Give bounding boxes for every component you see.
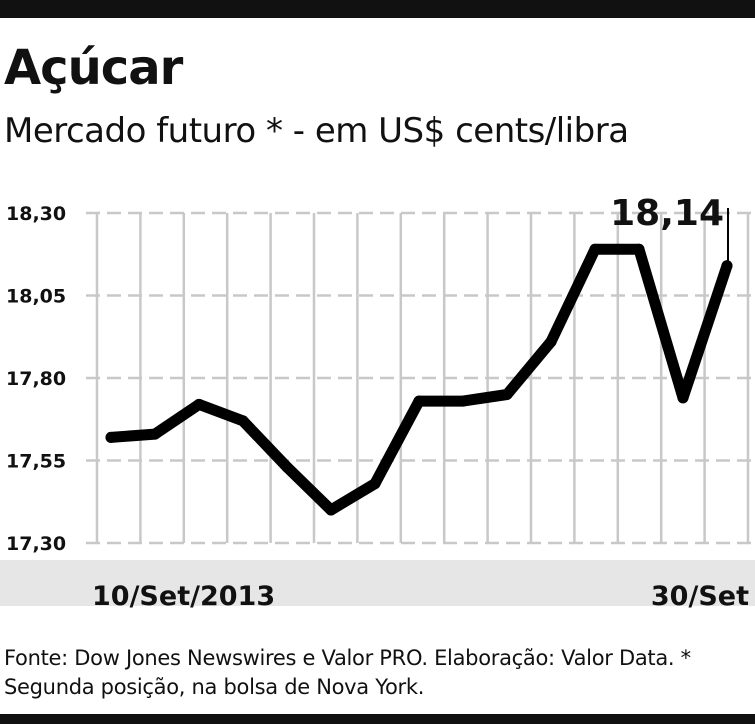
y-axis: 17,30 17,55 17,80 18,05 18,30	[6, 203, 66, 555]
line-chart: 17,30 17,55 17,80 18,05 18,30 10/Set/2013 30…	[0, 193, 755, 612]
chart-title: Açúcar	[4, 40, 183, 96]
last-value-label: 18,14	[610, 193, 724, 234]
top-rule-bar	[0, 0, 755, 18]
data-point	[721, 260, 733, 272]
x-tick-label-start: 10/Set/2013	[92, 581, 275, 612]
bottom-rule-bar	[0, 714, 755, 724]
y-tick-label: 18,30	[6, 203, 66, 225]
bottom-rule	[0, 714, 755, 724]
data-point	[105, 431, 117, 443]
data-point	[237, 415, 249, 427]
data-point	[325, 504, 337, 516]
data-point	[413, 395, 425, 407]
series-line	[105, 243, 733, 516]
data-point	[545, 336, 557, 348]
data-point	[501, 389, 513, 400]
y-tick-label: 17,30	[6, 533, 66, 555]
data-point	[193, 398, 205, 410]
plot-area	[105, 243, 733, 516]
x-tick-label-end: 30/Set	[651, 581, 749, 612]
data-point	[677, 392, 689, 404]
y-tick-label: 18,05	[6, 286, 66, 308]
data-point	[281, 461, 293, 473]
y-tick-label: 17,55	[6, 451, 66, 473]
y-tick-label: 17,80	[6, 368, 66, 390]
data-point	[589, 243, 601, 255]
x-axis-band	[0, 560, 755, 606]
grid	[86, 211, 752, 545]
data-point	[457, 395, 469, 407]
chart-subtitle: Mercado futuro * - em US$ cents/libra	[4, 111, 629, 151]
data-point	[149, 428, 161, 440]
source-note: Fonte: Dow Jones Newswires e Valor PRO. …	[4, 646, 691, 699]
data-point	[633, 243, 645, 255]
top-rule	[0, 0, 755, 18]
data-point	[369, 478, 381, 490]
